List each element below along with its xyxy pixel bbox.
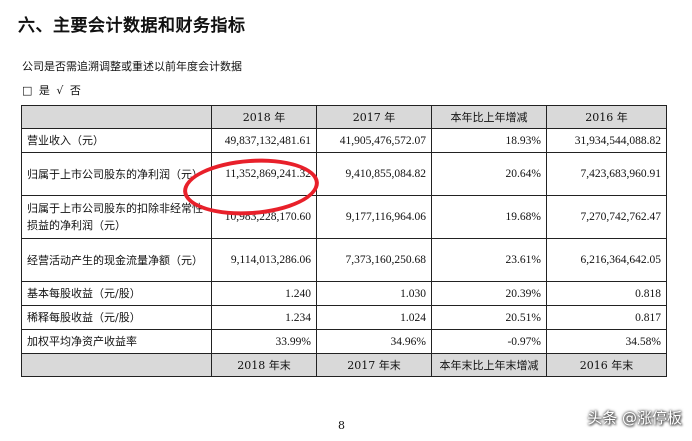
value-2016: 31,934,544,088.82 <box>546 128 667 153</box>
value-2017: 9,410,855,084.82 <box>316 152 432 196</box>
no-label: 否 <box>69 84 81 97</box>
subheader-cell-label <box>21 353 212 377</box>
table-subheader-row: 2018 年末 2017 年末 本年末比上年末增减 2016 年末 <box>21 353 667 377</box>
value-2016: 34.58% <box>546 329 667 354</box>
value-2016: 7,423,683,960.91 <box>546 152 667 196</box>
page-number: 8 <box>338 419 345 432</box>
header-cell-label <box>21 105 212 129</box>
row-label: 归属于上市公司股东的扣除非经常性损益的净利润（元） <box>21 195 212 239</box>
value-change: 18.93% <box>431 128 547 153</box>
subheader-cell-2016-end: 2016 年末 <box>546 353 667 377</box>
watermark: 头条 @涨停板 <box>587 409 682 427</box>
value-2017: 1.024 <box>316 305 432 330</box>
value-2017: 9,177,116,964.06 <box>316 195 432 239</box>
row-label: 归属于上市公司股东的净利润（元） <box>21 152 212 196</box>
financial-data-table: 2018 年 2017 年 本年比上年增减 2016 年 营业收入（元） 49,… <box>21 105 667 377</box>
table-row: 归属于上市公司股东的净利润（元） 11,352,869,241.32 9,410… <box>21 152 667 196</box>
row-label: 稀释每股收益（元/股） <box>21 305 212 330</box>
value-2017: 34.96% <box>316 329 432 354</box>
table-row: 经营活动产生的现金流量净额（元） 9,114,013,286.06 7,373,… <box>21 238 667 282</box>
yes-label: 是 <box>38 84 50 97</box>
value-change: 20.64% <box>431 152 547 196</box>
table-row: 营业收入（元） 49,837,132,481.61 41,905,476,572… <box>21 128 667 153</box>
check-mark-icon: √ <box>56 84 64 97</box>
value-2017: 1.030 <box>316 281 432 306</box>
value-change: 23.61% <box>431 238 547 282</box>
value-2017: 7,373,160,250.68 <box>316 238 432 282</box>
table-row: 稀释每股收益（元/股） 1.234 1.024 20.51% 0.817 <box>21 305 667 330</box>
restatement-question: 公司是否需追溯调整或重述以前年度会计数据 <box>22 60 242 73</box>
value-2018: 33.99% <box>211 329 317 354</box>
value-2018: 1.240 <box>211 281 317 306</box>
table-header-row: 2018 年 2017 年 本年比上年增减 2016 年 <box>21 105 667 129</box>
value-change: 20.51% <box>431 305 547 330</box>
table-row: 归属于上市公司股东的扣除非经常性损益的净利润（元） 10,983,228,170… <box>21 195 667 239</box>
value-2016: 7,270,742,762.47 <box>546 195 667 239</box>
subheader-cell-2017-end: 2017 年末 <box>316 353 432 377</box>
row-label: 加权平均净资产收益率 <box>21 329 212 354</box>
row-label: 经营活动产生的现金流量净额（元） <box>21 238 212 282</box>
value-2018: 1.234 <box>211 305 317 330</box>
table-row: 基本每股收益（元/股） 1.240 1.030 20.39% 0.818 <box>21 281 667 306</box>
section-title: 六、主要会计数据和财务指标 <box>18 16 246 36</box>
table-row: 加权平均净资产收益率 33.99% 34.96% -0.97% 34.58% <box>21 329 667 354</box>
restatement-answer: □ 是 √ 否 <box>22 82 84 98</box>
value-2018: 11,352,869,241.32 <box>211 152 317 196</box>
value-2018: 10,983,228,170.60 <box>211 195 317 239</box>
value-change: -0.97% <box>431 329 547 354</box>
value-2016: 6,216,364,642.05 <box>546 238 667 282</box>
header-cell-change: 本年比上年增减 <box>431 105 547 129</box>
subheader-cell-2018-end: 2018 年末 <box>211 353 317 377</box>
row-label: 基本每股收益（元/股） <box>21 281 212 306</box>
value-2017: 41,905,476,572.07 <box>316 128 432 153</box>
header-cell-2016: 2016 年 <box>546 105 667 129</box>
yes-checkbox-icon: □ <box>22 84 33 97</box>
subheader-cell-change: 本年末比上年末增减 <box>431 353 547 377</box>
value-change: 20.39% <box>431 281 547 306</box>
value-2016: 0.817 <box>546 305 667 330</box>
value-2018: 9,114,013,286.06 <box>211 238 317 282</box>
value-2016: 0.818 <box>546 281 667 306</box>
row-label: 营业收入（元） <box>21 128 212 153</box>
value-2018: 49,837,132,481.61 <box>211 128 317 153</box>
header-cell-2018: 2018 年 <box>211 105 317 129</box>
value-change: 19.68% <box>431 195 547 239</box>
header-cell-2017: 2017 年 <box>316 105 432 129</box>
